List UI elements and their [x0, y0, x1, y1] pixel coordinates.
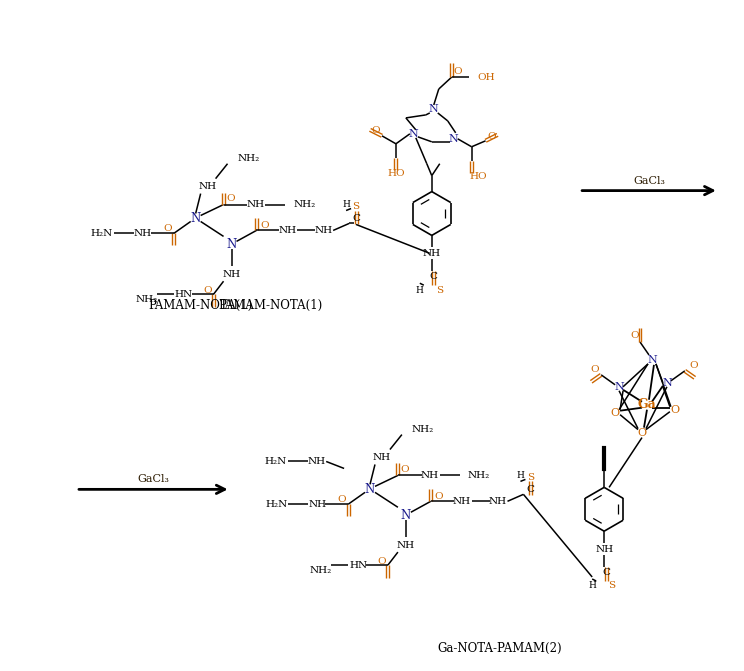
Text: H₂N: H₂N — [265, 500, 287, 509]
Text: H₂N: H₂N — [91, 229, 113, 238]
Text: C: C — [430, 272, 437, 280]
Text: H: H — [589, 582, 596, 590]
Text: O: O — [638, 427, 647, 437]
Text: NH: NH — [452, 497, 471, 506]
Text: HO: HO — [387, 169, 405, 178]
Text: N: N — [226, 238, 237, 251]
Text: S: S — [436, 286, 443, 295]
Text: N: N — [662, 378, 672, 388]
Text: NH: NH — [307, 457, 325, 466]
Text: Ga-NOTA-PAMAM(2): Ga-NOTA-PAMAM(2) — [437, 642, 562, 655]
Text: PAMAM-NOTA(1): PAMAM-NOTA(1) — [218, 299, 322, 311]
Text: O: O — [611, 408, 620, 417]
Text: O: O — [260, 221, 269, 230]
Text: NH₂: NH₂ — [309, 566, 331, 574]
Text: S: S — [527, 473, 534, 482]
Text: N: N — [190, 212, 201, 225]
Text: N: N — [615, 382, 624, 392]
Text: N: N — [409, 129, 419, 139]
Text: S: S — [353, 202, 359, 211]
Text: H: H — [416, 286, 424, 295]
Text: NH: NH — [222, 270, 240, 278]
Text: NH: NH — [314, 226, 333, 235]
Text: S: S — [609, 582, 616, 590]
Text: NH: NH — [489, 497, 507, 506]
Text: NH: NH — [199, 182, 217, 191]
Text: O: O — [372, 126, 380, 136]
Text: O: O — [690, 362, 698, 370]
Text: O: O — [591, 365, 600, 374]
Text: N: N — [647, 355, 657, 365]
Text: NH: NH — [423, 249, 441, 258]
Text: H₂N: H₂N — [264, 457, 286, 466]
Text: NH: NH — [373, 453, 391, 462]
Text: NH: NH — [595, 545, 613, 554]
Text: HN: HN — [175, 290, 193, 299]
Text: O: O — [670, 405, 679, 415]
Text: GaCl₃: GaCl₃ — [633, 176, 665, 186]
Text: O: O — [631, 331, 639, 340]
Text: C: C — [602, 568, 610, 576]
Text: C: C — [352, 214, 360, 223]
Text: NH: NH — [246, 200, 265, 209]
Text: NH₂: NH₂ — [412, 425, 434, 434]
Text: N: N — [449, 134, 458, 144]
Text: O: O — [378, 556, 386, 566]
Text: H: H — [342, 200, 350, 209]
Text: O: O — [338, 495, 347, 504]
Text: HN: HN — [349, 560, 367, 570]
Text: NH₂: NH₂ — [237, 154, 260, 163]
Text: NH₂: NH₂ — [468, 471, 490, 480]
Text: O: O — [453, 66, 462, 76]
Text: N: N — [429, 104, 439, 114]
Text: N: N — [365, 483, 375, 496]
Text: O: O — [203, 286, 212, 295]
Text: NH₂: NH₂ — [293, 200, 315, 209]
Text: O: O — [164, 224, 172, 233]
Text: O: O — [487, 132, 496, 142]
Text: GaCl₃: GaCl₃ — [138, 474, 170, 484]
Text: H: H — [516, 471, 525, 480]
Text: O: O — [400, 465, 409, 474]
Text: N: N — [401, 509, 411, 522]
Text: NH: NH — [134, 229, 152, 238]
Text: NH₂: NH₂ — [135, 295, 158, 304]
Text: NH: NH — [420, 471, 439, 480]
Text: PAMAM-NOTA(1): PAMAM-NOTA(1) — [149, 299, 253, 311]
Text: O: O — [226, 194, 235, 203]
Text: O: O — [434, 492, 443, 501]
Text: Ga: Ga — [638, 398, 656, 411]
Text: HO: HO — [469, 172, 487, 181]
Text: OH: OH — [478, 72, 496, 82]
Text: NH: NH — [397, 541, 415, 550]
Text: NH: NH — [308, 500, 327, 509]
Text: C: C — [527, 485, 534, 494]
Text: NH: NH — [278, 226, 296, 235]
